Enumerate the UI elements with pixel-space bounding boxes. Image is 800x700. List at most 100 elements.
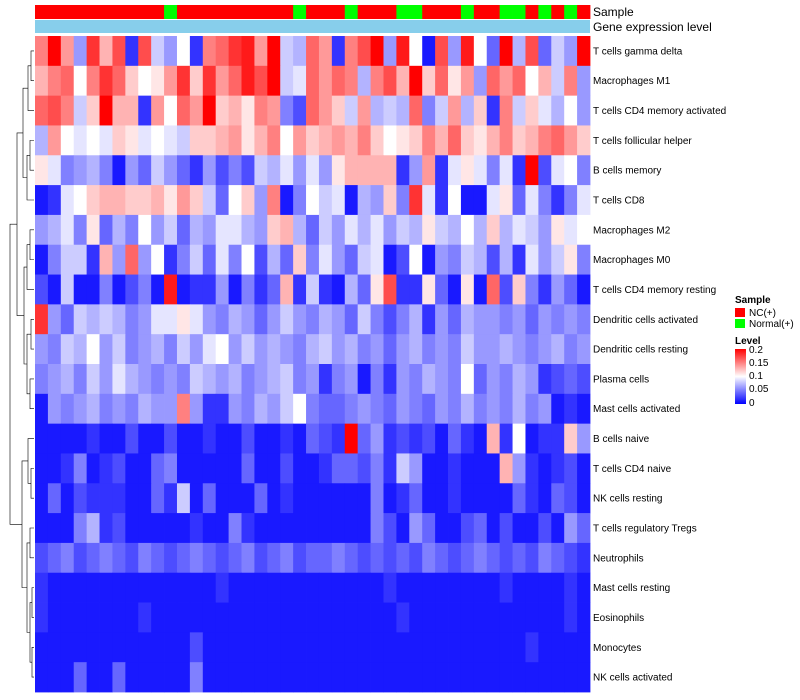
heatmap-cell [267, 304, 281, 335]
heatmap-cell [538, 572, 552, 603]
heatmap-cell [151, 453, 165, 484]
heatmap-cell [47, 632, 62, 663]
heatmap-cell [47, 572, 62, 603]
heatmap-cell [99, 364, 113, 395]
heatmap-cell [486, 602, 501, 633]
heatmap-cell [564, 632, 578, 663]
heatmap-cell [47, 602, 62, 633]
heatmap-cell [383, 214, 397, 246]
row-label: B cells memory [593, 166, 661, 177]
heatmap-cell [435, 95, 449, 126]
heatmap-cell [525, 572, 539, 603]
heatmap-cell [551, 334, 565, 365]
heatmap-cell [577, 662, 591, 693]
heatmap-cell [370, 214, 384, 246]
heatmap-cell [125, 453, 139, 484]
heatmap-cell [293, 185, 307, 216]
heatmap-cell [112, 453, 126, 484]
heatmap-cell [151, 125, 165, 156]
heatmap-cell [254, 65, 268, 97]
heatmap-cell [357, 214, 371, 246]
heatmap-cell [228, 125, 242, 156]
heatmap-cell [435, 542, 449, 574]
heatmap-cell [551, 483, 565, 514]
heatmap-cell [228, 572, 242, 603]
heatmap-cell [383, 632, 397, 663]
heatmap-cell [164, 125, 178, 156]
heatmap-cell [293, 334, 307, 365]
heatmap-cell [460, 393, 475, 425]
sample-annotation-cell [280, 5, 294, 19]
heatmap-cell [125, 572, 139, 603]
heatmap-cell [448, 542, 462, 574]
heatmap-cell [422, 453, 436, 484]
heatmap-cell [460, 274, 475, 305]
heatmap-cell [228, 632, 242, 663]
sample-annotation-cell [435, 5, 449, 19]
heatmap-cell [357, 572, 371, 603]
heatmap-cell [577, 393, 591, 425]
heatmap-cell [228, 423, 242, 454]
heatmap-cell [448, 36, 462, 67]
heatmap-cell [460, 244, 475, 275]
heatmap-cell [176, 185, 191, 216]
heatmap-cell [577, 453, 591, 484]
legend-tick-0-2: 0.2 [749, 345, 763, 356]
row-label: Macrophages M2 [593, 225, 671, 236]
heatmap-cell [306, 542, 320, 574]
heatmap-cell [306, 602, 320, 633]
dendrogram-branch [26, 154, 34, 201]
heatmap-cell [151, 274, 165, 305]
heatmap-cell [73, 393, 88, 425]
heatmap-cell [460, 542, 475, 574]
heatmap-cell [254, 423, 268, 454]
heatmap-cell [164, 632, 178, 663]
heatmap-cell [357, 155, 371, 186]
row-label: Dendritic cells resting [593, 345, 688, 356]
heatmap-cell [370, 393, 384, 425]
heatmap-cell [73, 65, 88, 97]
heatmap-cell [499, 513, 513, 544]
heatmap-cell [448, 65, 462, 97]
heatmap-cell [435, 244, 449, 275]
heatmap-cell [525, 334, 539, 365]
heatmap-cell [383, 274, 397, 305]
heatmap-cell [473, 602, 488, 633]
heatmap-cell [35, 393, 49, 425]
heatmap-cell [254, 662, 268, 693]
heatmap-cell [112, 364, 126, 395]
heatmap-cell [215, 334, 230, 365]
heatmap-cell [99, 36, 113, 67]
heatmap-cell [460, 65, 475, 97]
heatmap-cell [512, 95, 526, 126]
heatmap-cell [435, 662, 449, 693]
heatmap-cell [460, 304, 475, 335]
heatmap-cell [344, 95, 359, 126]
heatmap-cell [564, 453, 578, 484]
heatmap-cell [189, 36, 204, 67]
heatmap-cell [551, 214, 565, 246]
heatmap-cell [396, 542, 410, 574]
heatmap-cell [551, 304, 565, 335]
heatmap-cell [473, 423, 488, 454]
heatmap-cell [228, 214, 242, 246]
heatmap-cell [306, 572, 320, 603]
dendrogram-branch [29, 527, 34, 559]
heatmap-cell [60, 65, 75, 97]
heatmap-cell [189, 65, 204, 97]
heatmap-cell [73, 602, 88, 633]
heatmap-cell [151, 95, 165, 126]
heatmap-cell [460, 423, 475, 454]
heatmap-cell [551, 632, 565, 663]
heatmap-cell [215, 632, 230, 663]
heatmap-cell [448, 185, 462, 216]
row-label: Mast cells activated [593, 404, 680, 415]
heatmap-cell [318, 364, 333, 395]
heatmap-cell [473, 95, 488, 126]
legend-tick-0-05: 0.05 [749, 384, 769, 395]
heatmap-cell [35, 274, 49, 305]
heatmap-cell [435, 334, 449, 365]
heatmap-cell [435, 572, 449, 603]
heatmap-cell [202, 274, 217, 305]
heatmap-cell [577, 542, 591, 574]
